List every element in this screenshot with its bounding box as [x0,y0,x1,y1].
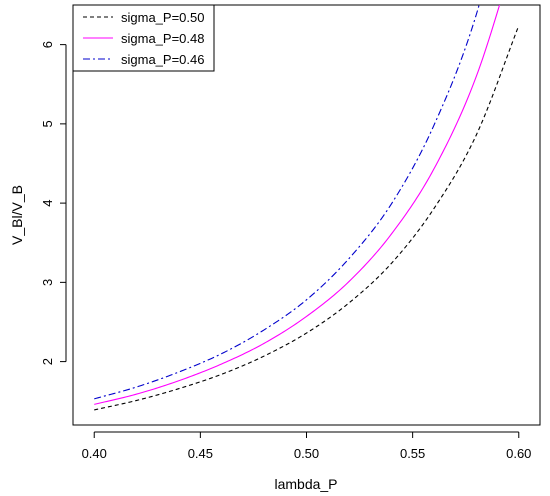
y-axis-title: V_Bl/V_B [9,185,25,245]
legend-label-3: sigma_P=0.46 [121,52,204,67]
y-tick-label: 5 [40,120,55,127]
legend: sigma_P=0.50 sigma_P=0.48 sigma_P=0.46 [72,4,215,72]
series-layer [94,5,520,411]
x-axis-title: lambda_P [274,476,337,492]
x-tick-label: 0.60 [506,446,531,461]
legend-label-2: sigma_P=0.48 [121,31,204,46]
legend-label-1: sigma_P=0.50 [121,10,204,25]
x-tick-label: 0.40 [82,446,107,461]
x-tick-label: 0.55 [400,446,425,461]
y-axis: 2 3 4 5 6 [40,41,67,365]
series-line-1 [94,25,520,411]
x-tick-label: 0.45 [188,446,213,461]
x-axis: 0.40 0.45 0.50 0.55 0.60 [82,431,531,461]
series-line-2 [94,5,501,405]
y-tick-label: 2 [40,358,55,365]
y-tick-label: 4 [40,199,55,206]
y-tick-label: 6 [40,41,55,48]
y-tick-label: 3 [40,279,55,286]
series-line-3 [94,5,480,400]
plot-frame [72,4,541,426]
x-tick-label: 0.50 [294,446,319,461]
